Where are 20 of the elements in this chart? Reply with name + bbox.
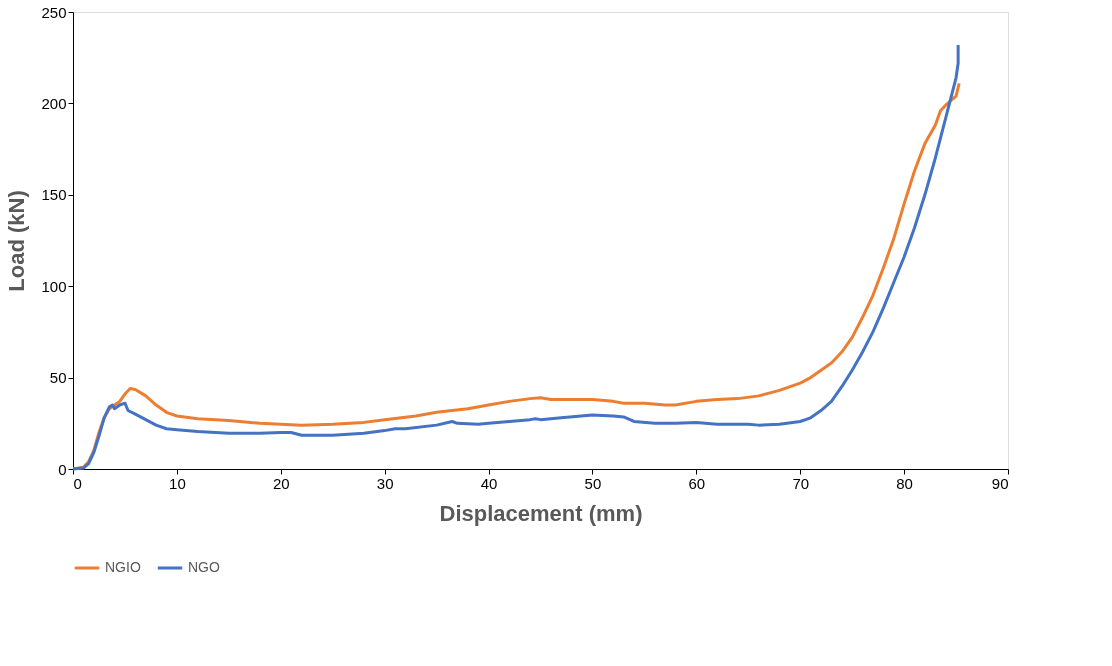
legend-label: NGO [188,559,220,575]
y-tick-label: 250 [41,3,67,21]
x-tick-label: 30 [376,474,394,492]
y-tick-label: 50 [49,369,67,387]
x-tick-label: 20 [272,474,290,492]
x-tick-label: 50 [584,474,602,492]
y-tick-label: 150 [41,186,67,204]
y-axis-title: Load (kN) [4,190,30,292]
x-tick-label: 90 [991,474,1009,492]
legend-label: NGIO [105,559,141,575]
y-tick-label: 200 [41,94,67,112]
y-tick-label: 100 [41,277,67,295]
y-tick-label: 0 [58,460,67,478]
x-tick-label: 60 [688,474,706,492]
x-tick-label: 40 [480,474,498,492]
x-axis-title: Displacement (mm) [439,500,643,526]
x-tick-label: 80 [896,474,913,492]
x-tick-label: 10 [169,474,186,492]
x-tick-label: 0 [73,474,82,492]
x-tick-label: 70 [792,474,810,492]
